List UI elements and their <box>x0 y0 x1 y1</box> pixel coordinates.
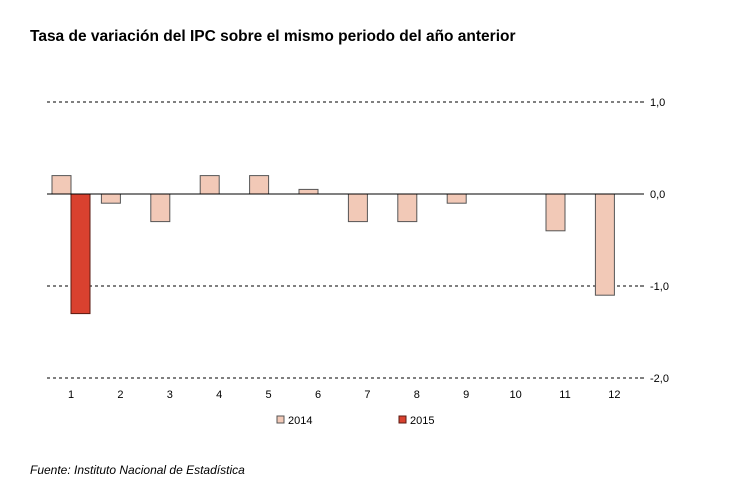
bar-2014-3 <box>150 193 171 223</box>
bar-2014-4 <box>199 175 220 195</box>
x-tick-label: 11 <box>559 389 570 401</box>
bar-2014-9 <box>446 193 467 204</box>
bar-2014-11 <box>545 193 566 232</box>
y-tick-label: 0,0 <box>650 189 665 201</box>
x-tick-label: 4 <box>216 389 222 401</box>
bar-2014-12 <box>594 193 615 296</box>
legend: 2014 2015 <box>276 415 434 427</box>
bar-2014-2 <box>100 193 121 204</box>
y-tick-label: -1,0 <box>650 281 669 293</box>
bar-2014-6 <box>298 188 319 195</box>
bar-2015-1 <box>70 193 91 315</box>
x-tick-label: 10 <box>509 389 521 401</box>
y-tick-labels: 1,0 0,0 -1,0 -2,0 <box>650 97 669 385</box>
legend-swatch-2014 <box>276 415 285 424</box>
bars-layer <box>51 175 615 315</box>
legend-swatch-2015 <box>398 415 407 424</box>
chart-title: Tasa de variación del IPC sobre el mismo… <box>30 28 516 45</box>
bar-2014-5 <box>249 175 270 195</box>
source-note: Fuente: Instituto Nacional de Estadístic… <box>30 463 245 477</box>
y-tick-label: 1,0 <box>650 97 665 109</box>
x-tick-label: 6 <box>315 389 321 401</box>
legend-label-2015: 2015 <box>410 415 434 427</box>
bar-2014-7 <box>347 193 368 223</box>
bar-2014-1 <box>51 175 72 195</box>
bar-2014-8 <box>397 193 418 223</box>
y-tick-label: -2,0 <box>650 373 669 385</box>
legend-label-2014: 2014 <box>288 415 312 427</box>
grid-layer <box>47 101 644 379</box>
x-tick-label: 5 <box>266 389 272 401</box>
x-tick-label: 3 <box>167 389 173 401</box>
x-tick-label: 7 <box>364 389 370 401</box>
x-tick-label: 12 <box>608 389 620 401</box>
x-tick-label: 1 <box>68 389 74 401</box>
x-tick-label: 8 <box>414 389 420 401</box>
x-tick-label: 2 <box>117 389 123 401</box>
x-tick-labels: 1 2 3 4 5 6 7 8 9 10 11 12 <box>68 389 621 401</box>
x-tick-label: 9 <box>463 389 469 401</box>
